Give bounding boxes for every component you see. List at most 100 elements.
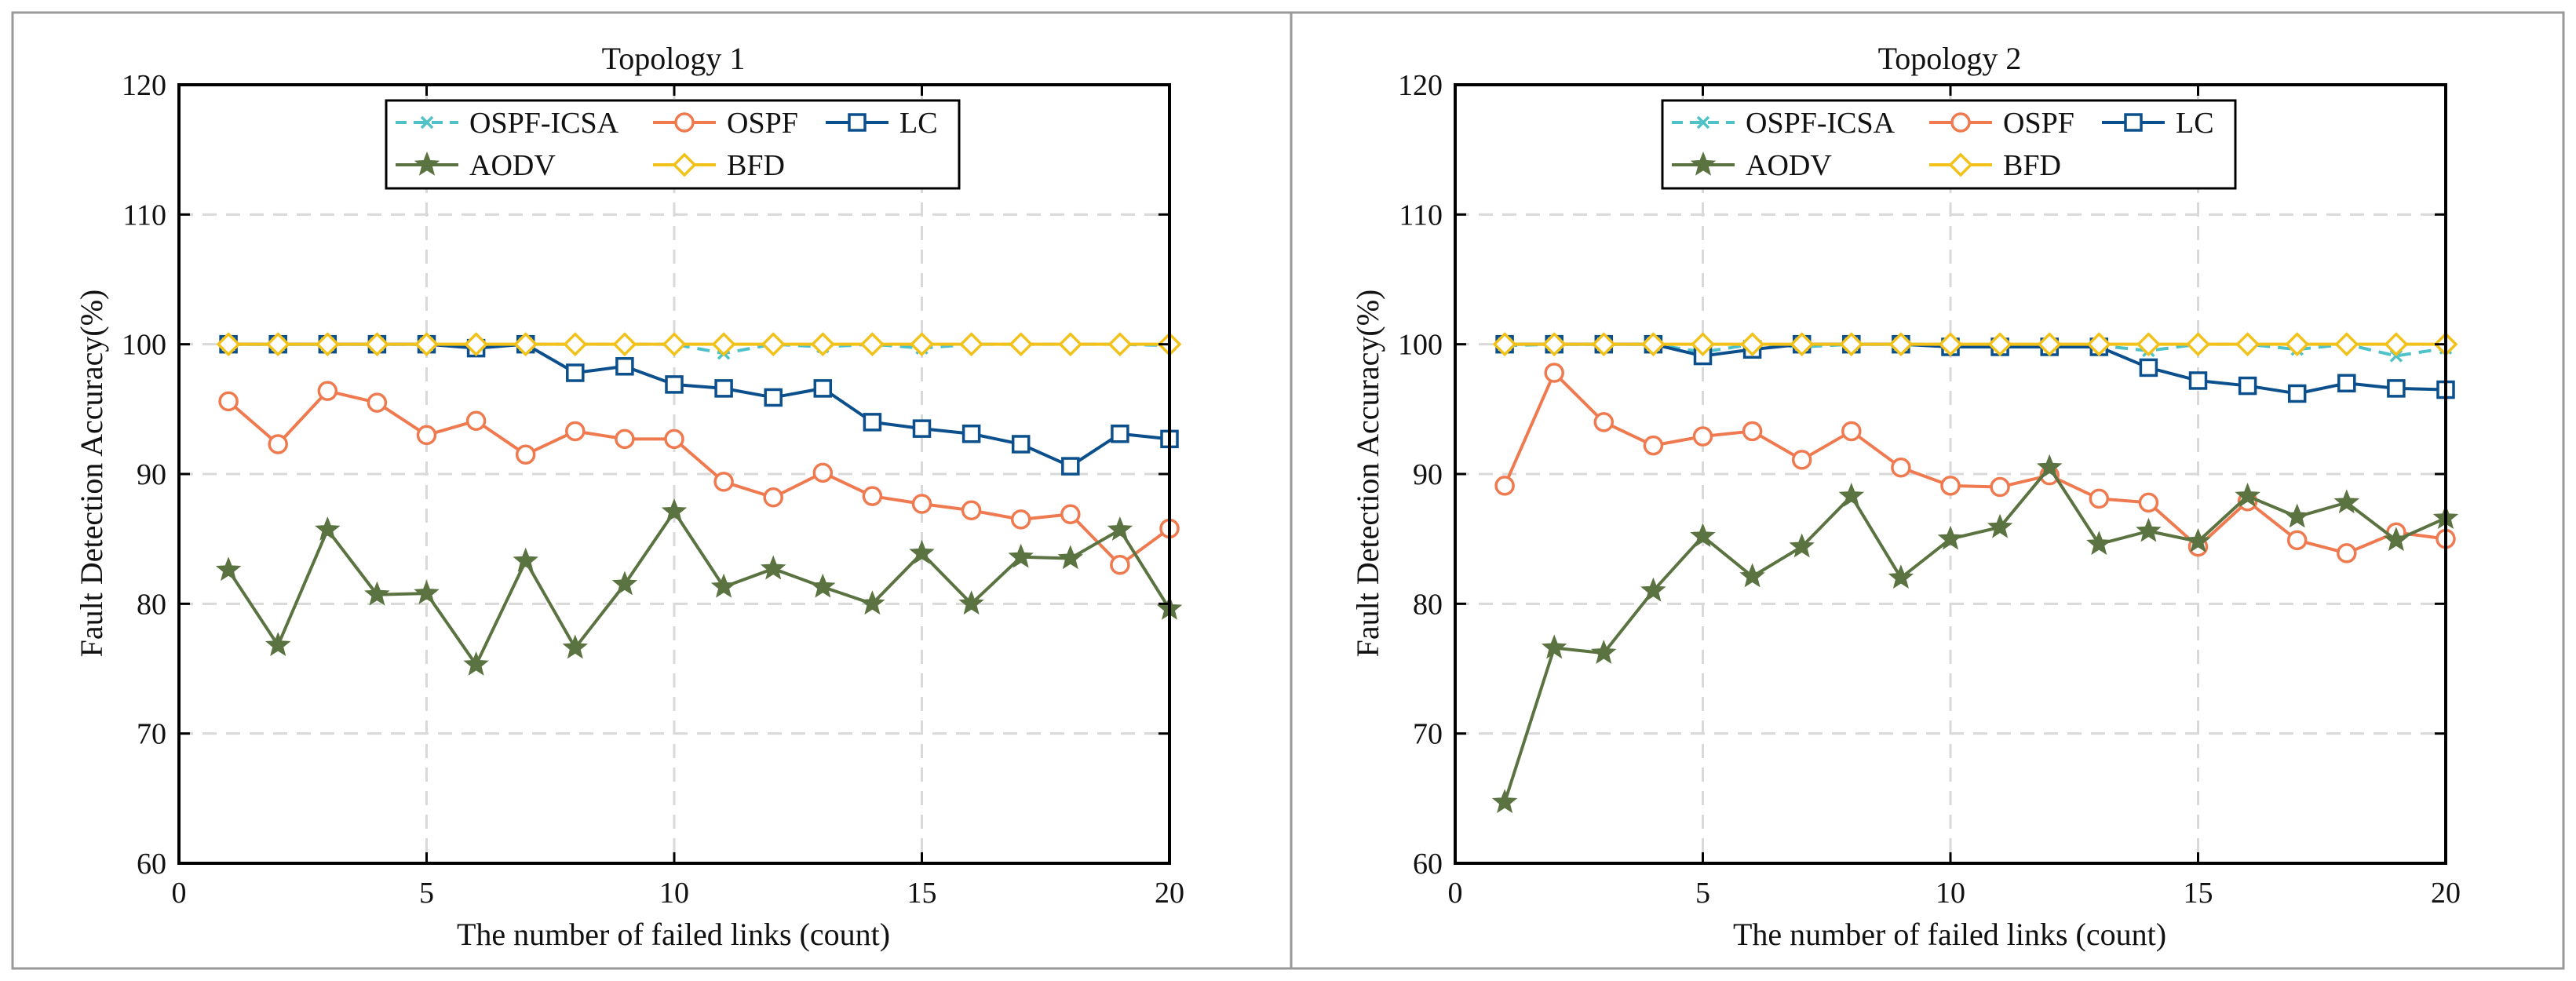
data-point-bfd [2086, 332, 2111, 357]
legend-item-aodv: AODV [1672, 149, 1832, 182]
data-point-ospf [1544, 363, 1564, 383]
data-point-bfd [414, 332, 439, 357]
data-point-aodv [215, 556, 242, 582]
data-point-aodv [1937, 525, 1964, 550]
chart-title: Topology 2 [1878, 41, 2022, 76]
data-point-bfd [1938, 332, 1963, 357]
data-point-aodv [2383, 527, 2410, 552]
data-point-aodv [562, 634, 589, 659]
legend-item-ospf: OSPF [653, 107, 798, 140]
y-tick-label: 90 [1413, 458, 1443, 491]
data-point-aodv [1591, 640, 1617, 664]
series-bfd [1492, 332, 2458, 357]
data-point-ospf [1494, 476, 1515, 496]
data-point-lc [615, 357, 634, 376]
legend-swatch-marker [848, 113, 867, 132]
data-point-bfd [2235, 332, 2260, 357]
y-axis-label: Fault Detection Accuracy(%) [74, 290, 109, 658]
data-point-ospf [1841, 421, 1862, 442]
data-point-aodv [611, 571, 638, 596]
data-point-lc [714, 379, 733, 398]
data-point-bfd [1107, 332, 1133, 357]
data-point-aodv [513, 547, 538, 572]
data-point-bfd [1492, 332, 1517, 357]
series-line-aodv [227, 509, 1171, 667]
data-point-aodv [760, 555, 786, 580]
data-point-bfd [910, 332, 934, 357]
data-point-bfd [364, 332, 389, 357]
y-tick-label: 70 [1413, 718, 1443, 751]
x-axis-label: The number of failed links (count) [457, 917, 890, 952]
data-point-bfd [563, 332, 588, 357]
legend-label: OSPF [727, 107, 798, 140]
legend-item-ospf: OSPF [1929, 107, 2074, 140]
data-point-ospf [1742, 421, 1763, 442]
data-point-aodv [2036, 454, 2063, 479]
y-tick-label: 80 [1413, 588, 1443, 621]
chart-panel-topology-2: Topology 2 The number of failed links (c… [1350, 41, 2166, 952]
data-point-ospf [416, 425, 437, 446]
data-point-aodv [2235, 483, 2260, 507]
data-point-aodv [1739, 563, 1765, 588]
y-tick-label: 70 [137, 718, 166, 751]
plot-area-2: 0 5 10 15 20 60 70 80 90 100 110 120 OSPF-ICSA OSPF LC… [1398, 69, 2461, 910]
data-point-aodv [364, 581, 390, 606]
data-point-bfd [2136, 332, 2161, 357]
x-tick-label: 0 [1448, 877, 1463, 910]
data-point-ospf [763, 487, 783, 508]
data-point-aodv [2136, 517, 2162, 542]
data-point-ospf [367, 392, 388, 413]
data-point-ospf [1010, 509, 1031, 530]
data-point-ospf [1643, 435, 1664, 456]
legend-swatch-marker [420, 115, 434, 129]
legend-swatch-marker [1950, 112, 1971, 133]
data-point-ospf [911, 494, 932, 514]
data-point-bfd [1691, 332, 1715, 357]
x-tick-label: 20 [2431, 877, 2461, 910]
data-point-ospf [1891, 457, 1911, 478]
legend-label: OSPF-ICSA [1746, 107, 1896, 140]
data-point-ospf [465, 410, 487, 431]
legend-item-bfd: BFD [653, 149, 785, 182]
data-point-lc [764, 388, 783, 407]
y-tick-label: 120 [1398, 69, 1443, 102]
data-point-aodv [1107, 516, 1133, 541]
data-point-aodv [2284, 503, 2310, 528]
data-point-ospf [2337, 543, 2357, 563]
data-point-ospf [2286, 530, 2308, 551]
data-point-ospf [1791, 450, 1812, 470]
series-ospf [1494, 363, 2456, 563]
data-point-bfd [761, 332, 786, 357]
legend-item-ospf-icsa: OSPF-ICSA [396, 107, 619, 140]
data-point-aodv [710, 573, 737, 598]
data-point-aodv [2185, 527, 2211, 552]
legend-label: OSPF-ICSA [469, 107, 619, 140]
data-point-bfd [513, 332, 538, 357]
data-point-ospf [664, 429, 684, 450]
y-tick-label: 110 [122, 199, 166, 232]
figure-frame [11, 11, 2565, 970]
data-point-bfd [2037, 332, 2062, 357]
y-tick-label: 60 [1413, 848, 1443, 881]
data-point-lc [961, 424, 981, 443]
legend-swatch-marker [2124, 113, 2143, 132]
x-tick-label: 5 [419, 877, 434, 910]
legend-label: LC [899, 107, 938, 140]
data-point-bfd [662, 332, 687, 357]
y-tick-label: 90 [137, 458, 166, 491]
data-point-bfd [1542, 332, 1567, 357]
series-aodv [1491, 454, 2459, 814]
data-point-ospf [317, 381, 338, 401]
data-point-bfd [2384, 332, 2409, 357]
legend-label: AODV [469, 149, 556, 182]
chart-panel-topology-1: Topology 1 The number of failed links (c… [74, 41, 890, 952]
data-point-lc [2238, 376, 2257, 396]
data-point-lc [2287, 384, 2307, 403]
data-point-aodv [2086, 531, 2112, 556]
data-point-aodv [265, 632, 291, 657]
data-point-bfd [1058, 332, 1083, 357]
data-point-aodv [1008, 543, 1034, 568]
data-point-aodv [1541, 634, 1567, 659]
data-point-aodv [463, 651, 489, 676]
